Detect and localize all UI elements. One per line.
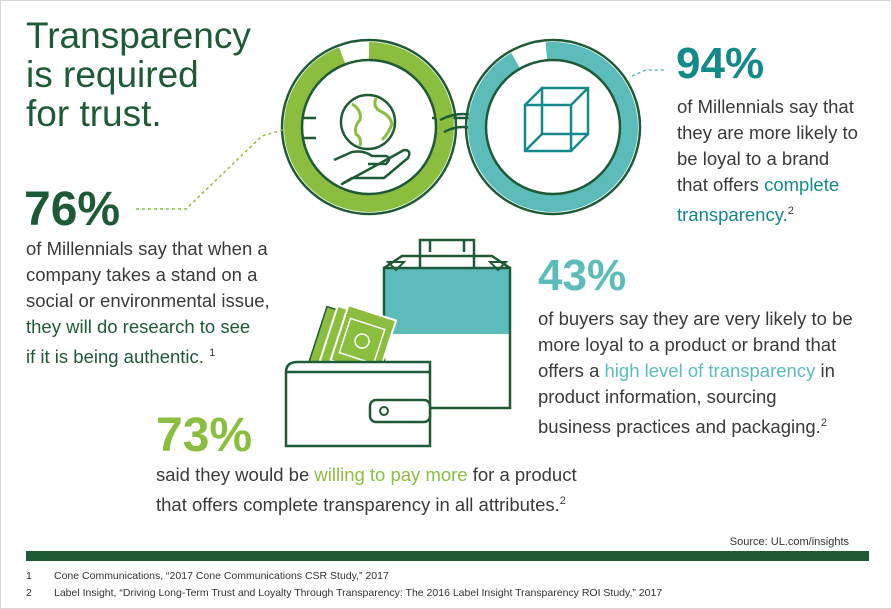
divider-bar xyxy=(26,551,869,561)
stat-94-line-5: transparency.2 xyxy=(677,204,794,226)
stat-76-text: of Millennials say that when a company t… xyxy=(26,236,326,370)
stat-43-line-5: business practices and packaging.2 xyxy=(538,416,827,438)
stat-43-line-2: more loyal to a product or brand that xyxy=(538,334,837,355)
footnote-2: 2 Label Insight, “Driving Long-Term Trust… xyxy=(26,587,663,599)
stat-73-line-1: said they would be willing to pay more f… xyxy=(156,464,577,485)
stat-76-value: 76% xyxy=(24,183,121,236)
stat-94-line-1: of Millennials say that xyxy=(677,96,854,117)
stat-73-line-2: that offers complete transparency in all… xyxy=(156,494,566,516)
stat-76-line-5: if it is being authentic. 1 xyxy=(26,346,216,368)
stat-73-value: 73% xyxy=(156,409,253,462)
wallet-icon xyxy=(284,360,432,448)
stat-43-line-4: product information, sourcing xyxy=(538,386,777,407)
stat-94-value: 94% xyxy=(676,39,765,88)
title-line-3: for trust. xyxy=(26,93,162,134)
cash-icon xyxy=(308,303,398,379)
title-line-1: Transparency xyxy=(26,15,251,56)
title-line-2: is required xyxy=(26,54,199,95)
glasses-icon xyxy=(280,38,642,216)
stat-73-text: said they would be willing to pay more f… xyxy=(156,462,656,518)
stat-43-line-3: offers a high level of transparency in xyxy=(538,360,835,381)
shopping-bag-icon xyxy=(382,238,512,410)
stat-43-line-1: of buyers say they are very likely to be xyxy=(538,308,853,329)
stat-94-line-3: be loyal to a brand xyxy=(677,148,830,169)
connector-94 xyxy=(631,69,664,77)
stat-94-line-2: they are more likely to xyxy=(677,122,858,143)
footnote-1: 1 Cone Communications, “2017 Cone Communi… xyxy=(26,570,389,582)
stat-94-line-4: that offers complete xyxy=(677,174,840,195)
connector-76 xyxy=(136,127,291,210)
globe-icon xyxy=(339,93,397,151)
stat-76-line-2: company takes a stand on a xyxy=(26,264,258,285)
cube-icon xyxy=(523,86,590,153)
stat-76-line-3: social or environmental issue, xyxy=(26,290,270,311)
stat-43-value: 43% xyxy=(538,251,627,300)
hand-icon xyxy=(333,148,411,186)
source-credit: Source: UL.com/insights xyxy=(729,536,849,548)
stat-76-line-1: of Millennials say that when a xyxy=(26,238,268,259)
stat-76-line-4: they will do research to see xyxy=(26,316,251,337)
stat-43-text: of buyers say they are very likely to be… xyxy=(538,306,888,440)
page-title: Transparency is required for trust. xyxy=(26,16,251,133)
stat-94-text: of Millennials say that they are more li… xyxy=(677,94,887,228)
